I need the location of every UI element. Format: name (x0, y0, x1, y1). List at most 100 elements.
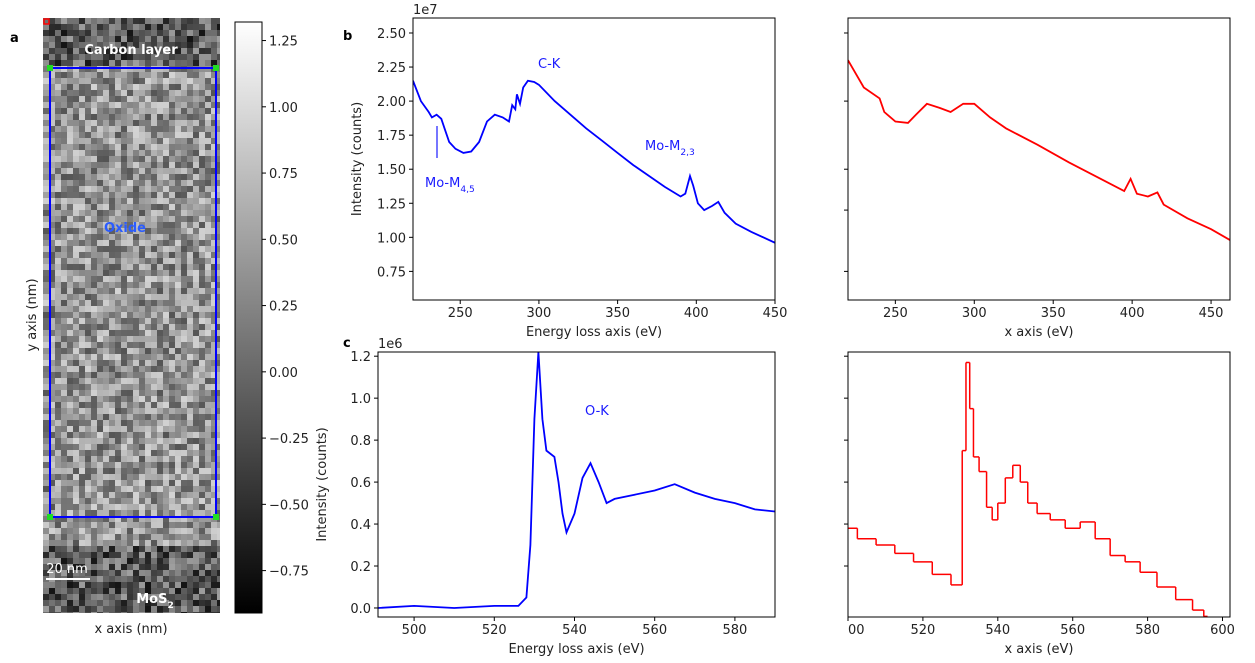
pixel (181, 366, 187, 372)
pixel (139, 528, 145, 534)
pixel (73, 156, 79, 162)
pixel (97, 246, 103, 252)
pixel (61, 246, 67, 252)
pixel (187, 144, 193, 150)
pixel (157, 96, 163, 102)
pixel (109, 360, 115, 366)
pixel (157, 282, 163, 288)
pixel (163, 456, 169, 462)
pixel (199, 300, 205, 306)
pixel (67, 228, 73, 234)
plot-area (848, 60, 1230, 240)
pixel (139, 534, 145, 540)
pixel (97, 114, 103, 120)
pixel (55, 324, 61, 330)
pixel (133, 138, 139, 144)
pixel (217, 360, 220, 366)
pixel (97, 534, 103, 540)
pixel (85, 588, 91, 594)
pixel (61, 162, 67, 168)
pixel (109, 306, 115, 312)
pixel (133, 108, 139, 114)
pixel (61, 450, 67, 456)
pixel (181, 438, 187, 444)
pixel (169, 324, 175, 330)
pixel (115, 162, 121, 168)
pixel (193, 444, 199, 450)
pixel (157, 414, 163, 420)
pixel (103, 570, 109, 576)
pixel (133, 90, 139, 96)
pixel (157, 276, 163, 282)
pixel (97, 156, 103, 162)
pixel (199, 606, 205, 612)
pixel (151, 162, 157, 168)
pixel (67, 168, 73, 174)
pixel (97, 276, 103, 282)
pixel (181, 402, 187, 408)
pixel (205, 36, 211, 42)
pixel (115, 84, 121, 90)
pixel (205, 126, 211, 132)
pixel (187, 546, 193, 552)
pixel (73, 594, 79, 600)
pixel (103, 510, 109, 516)
pixel (91, 294, 97, 300)
pixel (163, 162, 169, 168)
pixel (199, 168, 205, 174)
pixel (133, 78, 139, 84)
pixel (61, 30, 67, 36)
pixel (151, 540, 157, 546)
pixel (79, 414, 85, 420)
pixel (43, 552, 49, 558)
pixel (121, 432, 127, 438)
pixel (85, 420, 91, 426)
pixel (205, 474, 211, 480)
pixel (109, 204, 115, 210)
pixel (121, 186, 127, 192)
pixel (43, 588, 49, 594)
pixel (67, 126, 73, 132)
pixel (79, 546, 85, 552)
pixel (127, 438, 133, 444)
pixel (85, 456, 91, 462)
pixel (97, 396, 103, 402)
pixel (127, 564, 133, 570)
pixel (85, 18, 91, 24)
pixel (187, 174, 193, 180)
pixel (103, 78, 109, 84)
pixel (175, 216, 181, 222)
pixel (199, 504, 205, 510)
pixel (61, 372, 67, 378)
pixel (217, 498, 220, 504)
pixel (133, 432, 139, 438)
pixel (145, 204, 151, 210)
y-tick-label: 0.4 (350, 518, 371, 533)
pixel (193, 372, 199, 378)
pixel (193, 210, 199, 216)
pixel (175, 600, 181, 606)
pixel (175, 84, 181, 90)
pixel (145, 300, 151, 306)
pixel (91, 420, 97, 426)
pixel (97, 324, 103, 330)
pixel (67, 360, 73, 366)
pixel (109, 534, 115, 540)
pixel (43, 606, 49, 612)
pixel (109, 108, 115, 114)
pixel (163, 36, 169, 42)
pixel (127, 546, 133, 552)
pixel (175, 282, 181, 288)
pixel (193, 78, 199, 84)
pixel (61, 606, 67, 612)
pixel (97, 258, 103, 264)
pixel (115, 318, 121, 324)
pixel (61, 444, 67, 450)
pixel (157, 462, 163, 468)
pixel (97, 360, 103, 366)
pixel (85, 348, 91, 354)
pixel (43, 108, 49, 114)
pixel (115, 390, 121, 396)
pixel (157, 30, 163, 36)
pixel (175, 240, 181, 246)
